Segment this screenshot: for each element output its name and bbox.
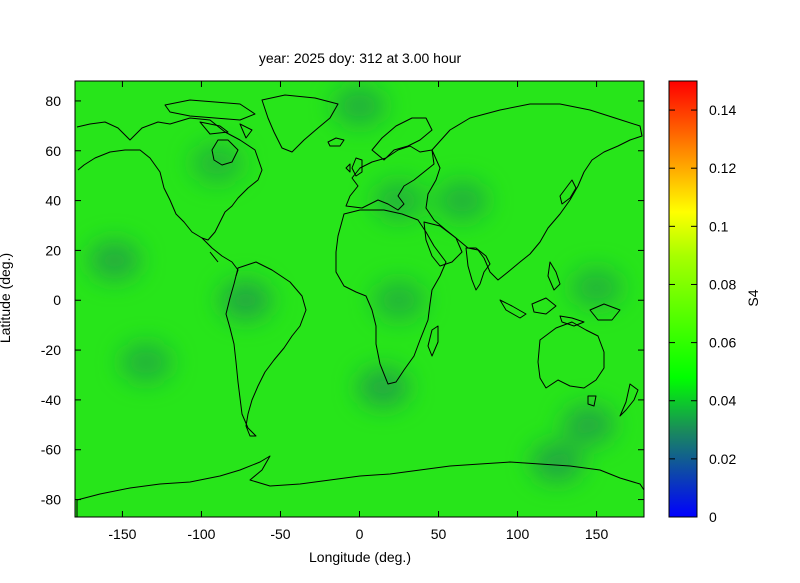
- coastline-madagascar: [427, 325, 439, 357]
- coastline-north-america: [76, 117, 263, 241]
- map-plot-area: [75, 81, 644, 517]
- colorbar-tick-label: 0.12: [709, 160, 736, 176]
- y-tick-label: -80: [41, 492, 61, 508]
- colorbar-tick-label: 0: [709, 509, 717, 525]
- x-tick-label: 100: [506, 526, 530, 542]
- colorbar-gradient: [668, 80, 698, 518]
- y-tick-label: -40: [41, 392, 61, 408]
- y-tick-label: 40: [45, 193, 61, 209]
- colorbar-tick-label: 0.06: [709, 335, 736, 351]
- coastline-japan: [559, 179, 577, 205]
- colorbar-ticks: 0 0.02 0.04 0.06 0.08 0.1 0.12 0.14: [669, 102, 736, 525]
- x-tick-label: -150: [108, 526, 136, 542]
- coastline-arctic-islands: [164, 99, 256, 139]
- x-tick-label: -100: [187, 526, 215, 542]
- coastline-india: [465, 247, 491, 291]
- colorbar-tick-label: 0.1: [709, 218, 729, 234]
- y-tick-label: -20: [41, 342, 61, 358]
- low-s4-region: [531, 442, 584, 483]
- low-s4-region: [191, 143, 244, 184]
- coastline-greenland: [261, 94, 339, 153]
- low-s4-region: [333, 85, 386, 126]
- coastline-new-zealand: [619, 383, 639, 417]
- map-title: year: 2025 doy: 312 at 3.00 hour: [259, 50, 462, 66]
- s4-low-regions: [88, 85, 623, 483]
- low-s4-region: [219, 280, 272, 321]
- colorbar-tick-label: 0.14: [709, 102, 736, 118]
- x-tick-label: 50: [431, 526, 447, 542]
- coastline-uk: [345, 157, 363, 177]
- x-tick-label: -50: [270, 526, 290, 542]
- y-tick-label: 80: [45, 93, 61, 109]
- coastlines: [76, 94, 644, 517]
- low-s4-region: [570, 267, 623, 308]
- y-tick-label: 20: [45, 242, 61, 258]
- low-s4-region: [88, 240, 141, 281]
- low-s4-region: [436, 180, 489, 221]
- low-s4-region: [120, 342, 173, 383]
- coastline-hudson-bay: [211, 139, 239, 166]
- coastline-tasmania: [587, 395, 597, 407]
- y-tick-label: 0: [53, 292, 61, 308]
- x-axis: -150 -100 -50 0 50 100 150: [108, 81, 608, 542]
- colorbar-tick-label: 0.04: [709, 393, 736, 409]
- colorbar-tick-label: 0.02: [709, 451, 736, 467]
- y-axis: -80 -60 -40 -20 0 20 40 60 80: [41, 93, 644, 508]
- x-tick-label: 0: [356, 526, 364, 542]
- x-axis-label: Longitude (deg.): [309, 549, 411, 565]
- y-tick-label: -60: [41, 442, 61, 458]
- x-tick-label: 150: [585, 526, 609, 542]
- coastline-asia: [425, 103, 643, 281]
- y-axis-label: Latitude (deg.): [0, 253, 13, 343]
- y-tick-label: 60: [45, 143, 61, 159]
- colorbar-label: S4: [745, 289, 761, 306]
- coastline-scandinavia: [371, 117, 433, 161]
- colorbar-tick-label: 0.08: [709, 276, 736, 292]
- coastline-africa: [335, 209, 447, 385]
- coastline-iceland: [327, 137, 345, 147]
- colorbar: 0 0.02 0.04 0.06 0.08 0.1 0.12 0.14 S4: [668, 80, 761, 525]
- low-s4-region: [357, 367, 410, 408]
- low-s4-region: [373, 280, 426, 321]
- coastline-arabia: [423, 221, 463, 267]
- coastline-antarctica: [76, 455, 644, 517]
- low-s4-region: [562, 404, 615, 445]
- coastline-indonesia: [499, 261, 621, 327]
- coastline-australia: [537, 321, 605, 389]
- coastline-europe: [345, 145, 435, 211]
- coastline-south-america: [225, 261, 307, 437]
